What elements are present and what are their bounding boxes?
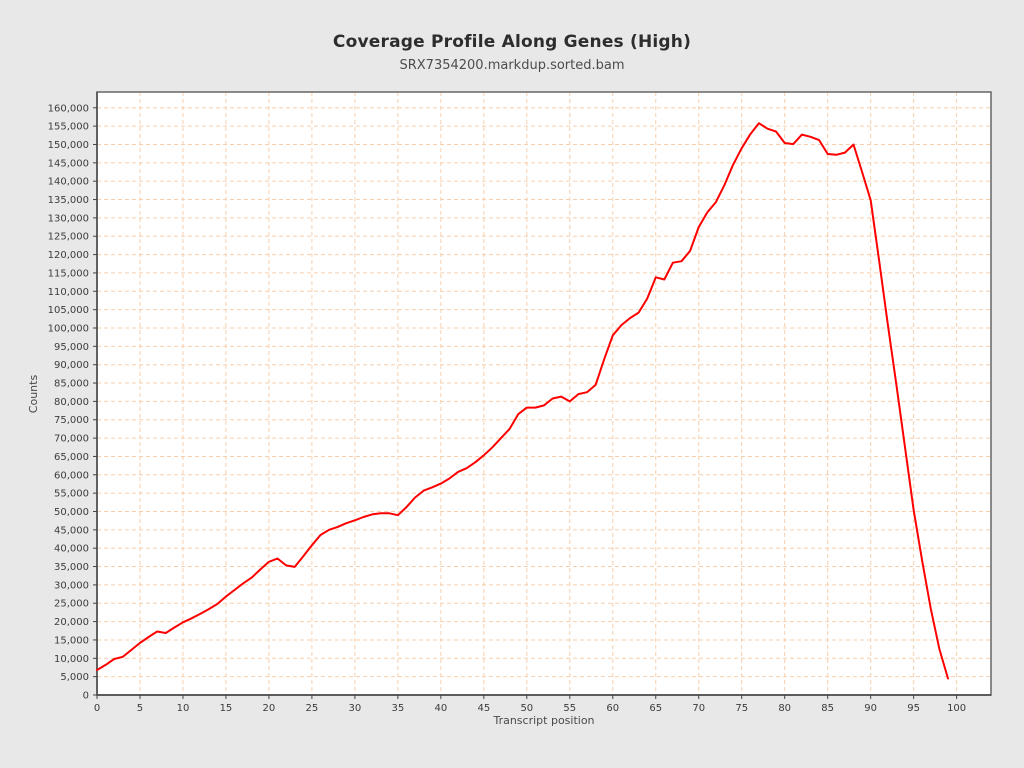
x-axis-title: Transcript position: [492, 714, 594, 727]
y-tick-label: 125,000: [48, 232, 89, 243]
x-tick-label: 5: [137, 703, 143, 714]
y-axis-title: Counts: [27, 375, 40, 414]
x-tick-label: 40: [434, 703, 447, 714]
gridlines: [97, 92, 991, 695]
x-tick-label: 70: [692, 703, 705, 714]
y-tick-label: 130,000: [48, 213, 89, 224]
y-tick-label: 155,000: [48, 122, 89, 133]
x-tick-label: 90: [864, 703, 877, 714]
coverage-line: [96, 122, 949, 680]
x-tick-label: 95: [907, 703, 920, 714]
y-tick-label: 65,000: [54, 452, 89, 463]
axis-tick-labels: 0 5,000 10,000 15,000 20,000 25,000 30,000 35,0…: [48, 103, 967, 714]
x-tick-label: 60: [606, 703, 619, 714]
x-tick-label: 55: [563, 703, 576, 714]
y-tick-label: 20,000: [54, 617, 89, 628]
y-tick-label: 95,000: [54, 342, 89, 353]
y-tick-label: 40,000: [54, 544, 89, 555]
y-tick-label: 110,000: [48, 287, 89, 298]
y-tick-label: 55,000: [54, 489, 89, 500]
y-tick-label: 25,000: [54, 599, 89, 610]
y-tick-label: 50,000: [54, 507, 89, 518]
chart-title: Coverage Profile Along Genes (High): [332, 32, 692, 52]
x-tick-label: 35: [391, 703, 404, 714]
x-tick-label: 75: [735, 703, 748, 714]
y-tick-label: 80,000: [54, 397, 89, 408]
y-tick-label: 150,000: [48, 140, 89, 151]
y-tick-label: 105,000: [48, 305, 89, 316]
x-tick-label: 80: [778, 703, 791, 714]
y-tick-label: 35,000: [54, 562, 89, 573]
y-tick-label: 145,000: [48, 158, 89, 169]
y-tick-label: 60,000: [54, 470, 89, 481]
y-tick-label: 140,000: [48, 177, 89, 188]
y-tick-label: 75,000: [54, 415, 89, 426]
y-tick-label: 30,000: [54, 580, 89, 591]
y-tick-label: 100,000: [48, 323, 89, 334]
plot-area: [97, 92, 991, 695]
y-tick-label: 135,000: [48, 195, 89, 206]
y-tick-label: 85,000: [54, 379, 89, 390]
chart-subtitle: SRX7354200.markdup.sorted.bam: [399, 58, 625, 73]
y-tick-label: 10,000: [54, 654, 89, 665]
x-tick-label: 0: [94, 703, 100, 714]
x-tick-label: 65: [649, 703, 662, 714]
y-tick-label: 0: [83, 691, 89, 702]
y-tick-label: 70,000: [54, 434, 89, 445]
x-tick-label: 45: [477, 703, 490, 714]
y-tick-label: 45,000: [54, 525, 89, 536]
x-tick-label: 30: [349, 703, 362, 714]
x-tick-label: 100: [947, 703, 966, 714]
x-tick-label: 20: [263, 703, 276, 714]
plot-frame: [96, 91, 992, 696]
x-tick-label: 15: [220, 703, 233, 714]
axis-ticks: [93, 107, 958, 699]
x-tick-label: 10: [177, 703, 190, 714]
x-tick-label: 85: [821, 703, 834, 714]
y-tick-label: 120,000: [48, 250, 89, 261]
x-tick-label: 50: [520, 703, 533, 714]
y-tick-label: 15,000: [54, 635, 89, 646]
y-tick-label: 90,000: [54, 360, 89, 371]
y-tick-label: 115,000: [48, 268, 89, 279]
y-tick-label: 5,000: [60, 672, 89, 683]
y-tick-label: 160,000: [48, 103, 89, 114]
x-tick-label: 25: [306, 703, 319, 714]
